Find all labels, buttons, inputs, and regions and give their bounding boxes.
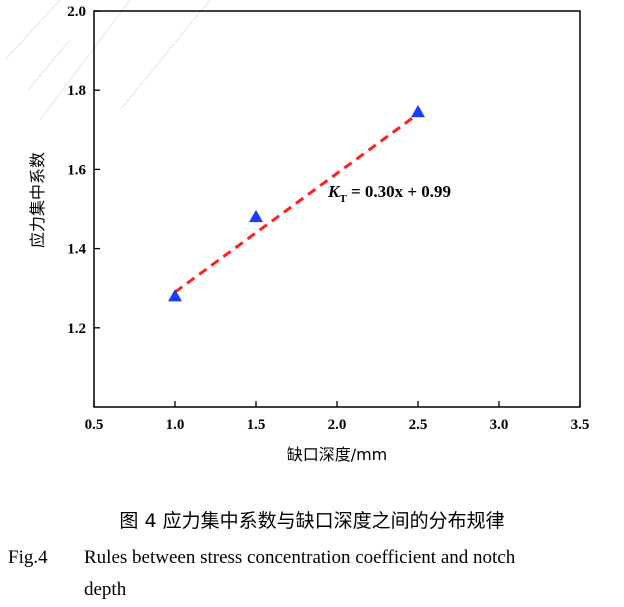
y-tick-label: 1.2	[67, 321, 86, 337]
x-tick-label: 3.0	[490, 417, 509, 433]
equation-rest: = 0.30x + 0.99	[347, 182, 451, 201]
y-tick-label: 1.6	[67, 162, 86, 178]
data-points	[168, 104, 425, 302]
x-axis-ticks: 0.5 1.0 1.5 2.0 2.5 3.0 3.5	[85, 401, 590, 433]
caption-english: Fig.4 Rules between stress concentration …	[8, 542, 620, 606]
data-point-triangle	[411, 104, 425, 118]
watermark	[4, 0, 211, 121]
x-tick-label: 1.5	[247, 417, 266, 433]
x-tick-label: 2.5	[409, 417, 428, 433]
y-tick-label: 1.8	[67, 83, 86, 99]
caption-chinese: 图 4 应力集中系数与缺口深度之间的分布规律	[119, 510, 505, 532]
data-point-triangle	[168, 289, 182, 302]
data-point-triangle	[249, 209, 263, 223]
x-axis-label: 缺口深度/mm	[287, 445, 388, 464]
fit-line	[174, 112, 419, 294]
y-tick-label: 1.4	[67, 242, 86, 258]
x-tick-label: 0.5	[85, 417, 104, 433]
figure-number: Fig.4	[8, 547, 48, 568]
caption-english-line2: depth	[84, 579, 127, 600]
equation-k: K	[327, 182, 341, 201]
caption-english-line1: Rules between stress concentration coeff…	[84, 547, 516, 568]
equation-subscript: T	[339, 193, 347, 205]
plot-frame	[93, 10, 581, 408]
fit-equation: KT = 0.30x + 0.99	[327, 182, 451, 205]
x-tick-label: 1.0	[166, 417, 185, 433]
x-tick-label: 3.5	[571, 417, 590, 433]
y-axis-ticks: 1.2 1.4 1.6 1.8 2.0	[67, 4, 100, 337]
y-tick-label: 2.0	[67, 4, 86, 20]
y-axis-label: 应力集中系数	[28, 152, 47, 248]
x-tick-label: 2.0	[328, 417, 347, 433]
chart: 0.5 1.0 1.5 2.0 2.5 3.0 3.5 1.2 1.4 1.6 1.8 2.0 KT…	[4, 0, 590, 464]
